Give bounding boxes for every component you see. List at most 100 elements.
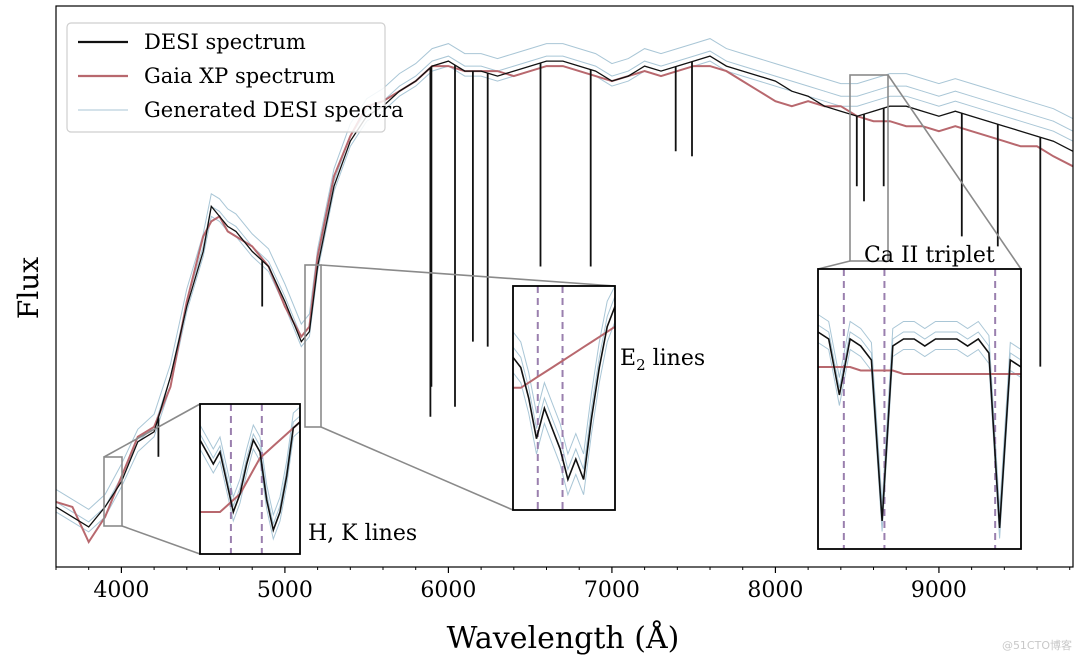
data-point-generated	[513, 65, 515, 67]
data-point-desi	[251, 251, 253, 252]
data-point-gaia	[807, 100, 809, 102]
inset-1: H, K lines	[103, 403, 417, 555]
data-point-generated	[905, 85, 907, 87]
data-point-gaia	[676, 70, 678, 72]
data-point-gaia	[693, 65, 695, 67]
legend-label: Gaia XP spectrum	[144, 64, 335, 88]
data-point-generated	[693, 55, 695, 57]
x-tick-label: 6000	[420, 578, 476, 603]
data-point-gaia	[791, 105, 793, 107]
inset-background	[513, 286, 615, 510]
inset-gaia-line	[513, 325, 616, 389]
inset-generated-line	[199, 415, 301, 526]
data-point-generated	[480, 65, 482, 67]
data-point-desi	[644, 65, 645, 67]
data-point-desi	[137, 441, 139, 443]
data-point-desi	[235, 231, 237, 232]
inset-frame	[199, 403, 301, 555]
data-point-generated	[448, 55, 449, 57]
x-tick: 9000	[911, 567, 967, 603]
legend-entry: Gaia XP spectrum	[78, 64, 335, 88]
data-point-desi	[227, 226, 229, 227]
data-point-desi	[431, 65, 433, 67]
inset-3: Ca II triplet	[817, 74, 1022, 550]
data-point-gaia	[210, 221, 212, 222]
x-tick-label: 8000	[747, 578, 803, 603]
data-point-generated	[284, 296, 286, 297]
x-tick-label: 5000	[257, 578, 313, 603]
x-tick: 4000	[93, 567, 149, 603]
data-point-generated	[562, 55, 564, 57]
plot-layer	[55, 38, 1074, 545]
data-point-generated	[676, 60, 678, 62]
data-point-gaia	[1020, 145, 1022, 147]
inset-label: E2 lines	[620, 346, 705, 374]
inset-frame	[512, 285, 616, 511]
data-point-desi	[153, 431, 155, 433]
zoom-region	[304, 264, 322, 428]
data-point-desi	[922, 110, 923, 112]
data-point-generated	[415, 75, 417, 77]
x-axis: 4000 5000 6000 7000 8000 9000	[55, 567, 1071, 603]
legend-label: Generated DESI spectra	[144, 98, 404, 122]
data-point-generated	[791, 80, 793, 82]
series-line-gaia	[55, 65, 1074, 545]
data-point-gaia	[840, 105, 842, 107]
data-point-gaia	[644, 70, 645, 72]
data-point-gaia	[758, 90, 760, 92]
data-point-gaia	[349, 135, 351, 137]
data-point-generated	[938, 95, 940, 97]
data-point-gaia	[987, 135, 989, 137]
data-point-desi	[546, 60, 547, 62]
data-point-gaia	[333, 175, 335, 177]
inset-desi-line	[512, 306, 616, 483]
x-tick: 5000	[257, 567, 313, 603]
inset-generated-line	[512, 285, 616, 456]
data-point-desi	[987, 120, 989, 122]
data-point-generated	[971, 95, 972, 97]
data-point-desi	[1003, 125, 1005, 127]
data-point-desi	[104, 506, 106, 508]
data-point-generated	[954, 90, 956, 92]
data-point-gaia	[448, 65, 449, 67]
data-point-generated	[726, 60, 727, 62]
data-point-gaia	[202, 236, 204, 237]
data-point-generated	[88, 521, 90, 523]
data-point-desi	[1053, 140, 1054, 142]
data-point-desi	[300, 341, 302, 342]
data-point-gaia	[170, 386, 171, 388]
data-point-generated	[987, 100, 989, 102]
inset-desi-line	[817, 331, 1022, 529]
inset-label: Ca II triplet	[864, 243, 995, 268]
data-point-desi	[938, 115, 940, 117]
data-point-desi	[676, 65, 678, 67]
data-point-desi	[529, 65, 531, 67]
data-point-desi	[399, 90, 400, 92]
data-point-gaia	[971, 130, 972, 132]
data-point-generated	[268, 261, 269, 262]
data-point-gaia	[88, 541, 90, 543]
zoom-region	[103, 456, 123, 527]
data-point-desi	[1020, 130, 1022, 132]
data-point-generated	[546, 55, 547, 57]
data-point-desi	[210, 206, 212, 207]
data-point-generated	[775, 75, 776, 77]
data-point-desi	[889, 105, 891, 107]
data-point-generated	[627, 70, 629, 72]
data-point-desi	[513, 70, 515, 72]
legend: DESI spectrum Gaia XP spectrum Generated D…	[66, 22, 404, 133]
data-point-gaia	[954, 125, 956, 127]
data-point-gaia	[726, 70, 727, 72]
inset-connector	[817, 260, 851, 270]
data-point-desi	[971, 115, 972, 117]
data-point-desi	[333, 185, 335, 187]
series-line-generated-1	[55, 50, 1074, 523]
data-point-desi	[595, 70, 596, 72]
data-point-gaia	[562, 65, 564, 67]
data-point-gaia	[529, 70, 531, 72]
data-point-generated	[824, 90, 825, 92]
data-point-gaia	[186, 301, 188, 302]
data-point-generated	[202, 246, 204, 247]
data-point-generated	[660, 65, 662, 67]
data-point-generated	[856, 95, 858, 97]
